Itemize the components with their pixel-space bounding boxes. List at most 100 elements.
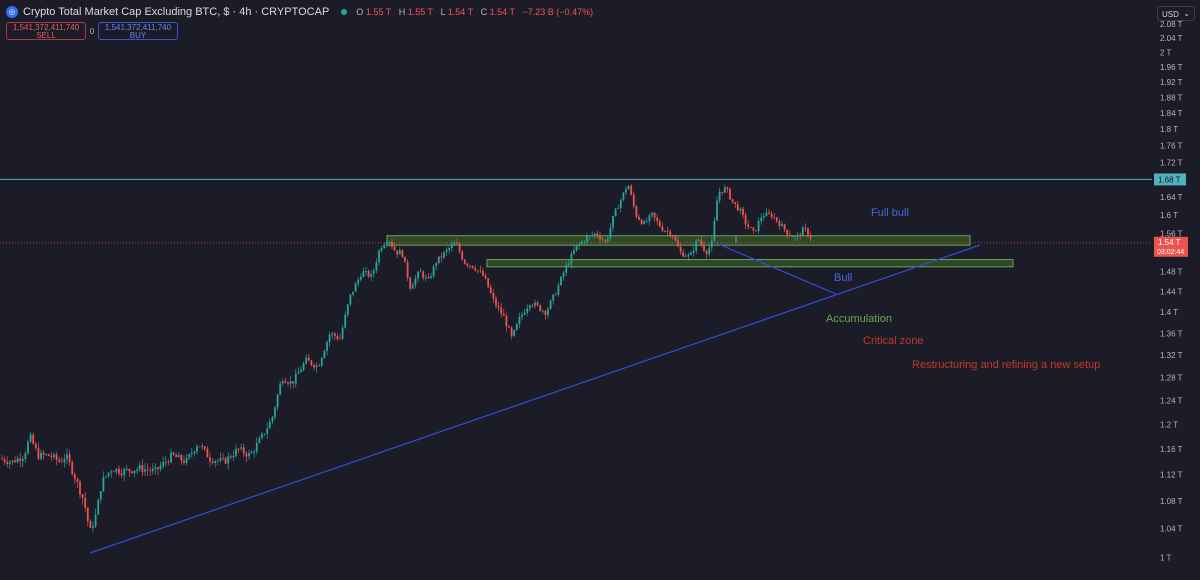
candle-264 <box>687 252 690 262</box>
candle-242 <box>630 183 633 196</box>
candle-269 <box>700 235 703 248</box>
y-tick-label-11: 1.44 T <box>1160 288 1183 297</box>
candle-71 <box>185 453 188 466</box>
candle-36 <box>94 508 97 528</box>
candle-54 <box>141 459 144 477</box>
y-tick-label-17: 1.72 T <box>1160 158 1183 167</box>
full-bull-label: Full bull <box>871 207 909 219</box>
candle-163 <box>424 274 427 282</box>
candle-175 <box>456 238 458 245</box>
sell-button[interactable]: 1,541,372,411,740 SELL <box>6 22 86 40</box>
candle-126 <box>328 331 331 347</box>
candle-10 <box>27 439 29 455</box>
bull-label: Bull <box>834 272 852 284</box>
candle-63 <box>164 456 167 467</box>
candle-165 <box>430 272 432 280</box>
candle-89 <box>232 450 235 462</box>
candle-274 <box>713 217 716 242</box>
candle-40 <box>105 475 107 479</box>
candle-271 <box>705 249 708 259</box>
candle-94 <box>245 451 248 462</box>
candle-148 <box>385 237 388 248</box>
candle-26 <box>68 450 71 466</box>
candle-98 <box>255 437 258 455</box>
candle-169 <box>440 252 443 263</box>
candle-114 <box>297 367 300 374</box>
candle-172 <box>448 246 451 254</box>
candle-12 <box>32 432 35 445</box>
candle-189 <box>492 289 495 304</box>
candle-295 <box>768 209 770 215</box>
candle-246 <box>640 218 643 226</box>
candle-74 <box>193 450 196 457</box>
candle-237 <box>617 204 620 209</box>
candle-214 <box>557 281 560 297</box>
candle-309 <box>804 223 807 232</box>
candle-86 <box>224 456 227 465</box>
currency-label: USD <box>1162 10 1179 19</box>
y-tick-label-12: 1.48 T <box>1160 268 1183 277</box>
cryptocap-icon[interactable]: ◎ <box>6 6 18 18</box>
candle-32 <box>84 492 87 512</box>
candle-14 <box>37 442 40 461</box>
candle-44 <box>115 468 118 475</box>
open-value: 1.55 T <box>365 7 392 17</box>
y-tick-label-18: 1.76 T <box>1160 142 1183 151</box>
candle-90 <box>235 444 237 458</box>
candle-221 <box>575 245 578 252</box>
candle-83 <box>216 459 219 466</box>
candle-70 <box>183 455 185 465</box>
candle-122 <box>318 363 321 367</box>
candle-101 <box>263 433 266 437</box>
candle-42 <box>110 469 113 478</box>
candle-134 <box>349 294 352 307</box>
candle-72 <box>188 453 191 460</box>
buy-button[interactable]: 1,541,372,411,740 BUY <box>98 22 178 40</box>
candle-16 <box>42 450 45 460</box>
last-price-tag <box>1154 236 1188 257</box>
candle-190 <box>495 295 497 309</box>
chart-title[interactable]: Crypto Total Market Cap Excluding BTC, $… <box>23 6 330 18</box>
candle-166 <box>432 264 435 279</box>
candle-290 <box>755 230 757 232</box>
candle-107 <box>279 380 282 396</box>
ascending-trendline <box>89 244 981 554</box>
candle-200 <box>521 311 523 321</box>
candle-3 <box>8 460 11 469</box>
candle-110 <box>287 381 289 387</box>
candle-140 <box>365 267 367 276</box>
low-label: L <box>440 7 446 17</box>
sell-label: SELL <box>36 31 56 40</box>
y-tick-label-9: 1.36 T <box>1160 329 1183 338</box>
candle-65 <box>170 448 172 464</box>
candle-251 <box>653 212 656 222</box>
candle-105 <box>274 405 276 421</box>
candle-108 <box>281 378 284 387</box>
candle-116 <box>302 361 305 372</box>
candle-202 <box>526 304 529 317</box>
candle-82 <box>214 459 217 468</box>
candle-211 <box>549 299 552 310</box>
candle-275 <box>716 196 718 221</box>
candle-240 <box>625 186 627 195</box>
sell-price: 1,541,372,411,740 <box>12 23 80 32</box>
candle-4 <box>11 459 14 466</box>
last-price-label: 1.54 T <box>1158 238 1181 247</box>
resistance-price-label: 1.68 T <box>1158 175 1181 184</box>
y-tick-label-22: 1.92 T <box>1160 78 1183 87</box>
candle-245 <box>638 214 640 221</box>
candle-193 <box>502 308 505 316</box>
candle-93 <box>242 443 245 458</box>
candle-183 <box>476 270 479 274</box>
candle-284 <box>739 207 742 214</box>
change-value: −7.23 B (−0.47%) <box>522 7 594 17</box>
candle-266 <box>692 246 695 257</box>
open-label: O <box>356 7 364 17</box>
candle-256 <box>666 226 669 236</box>
currency-select[interactable]: USD ⌄ <box>1157 6 1195 21</box>
candle-131 <box>341 325 344 341</box>
candle-46 <box>120 468 123 479</box>
candle-80 <box>209 452 211 467</box>
candle-302 <box>786 229 789 239</box>
